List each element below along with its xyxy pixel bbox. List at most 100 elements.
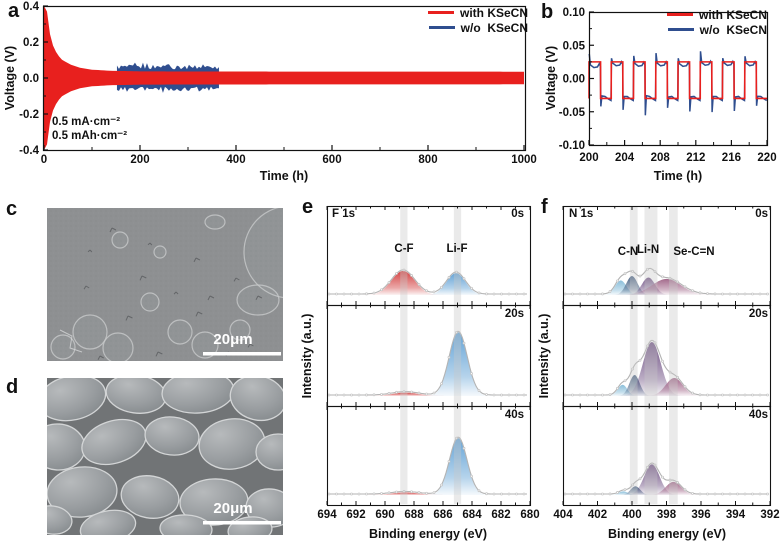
- data-marker: [631, 483, 634, 487]
- data-marker: [601, 292, 604, 296]
- data-marker: [500, 292, 503, 296]
- data-marker: [683, 285, 687, 289]
- data-marker: [485, 292, 488, 296]
- tick-label: 200: [579, 152, 598, 164]
- sem-grain: [255, 433, 283, 471]
- sem-crack: [147, 242, 153, 246]
- data-marker: [668, 370, 672, 374]
- data-marker: [440, 382, 443, 386]
- data-marker: [470, 474, 473, 478]
- component-peak-Li-N: [620, 464, 683, 495]
- data-marker: [728, 393, 732, 397]
- component-peak-Se-C=N: [642, 481, 705, 495]
- data-marker: [327, 393, 331, 397]
- data-marker: [455, 331, 458, 334]
- sem-grain: [167, 319, 193, 345]
- data-marker: [736, 292, 739, 296]
- data-marker: [432, 491, 436, 494]
- data-marker: [713, 393, 717, 397]
- series-with-ksecn: [588, 61, 767, 100]
- sem-grain: [144, 416, 200, 456]
- data-marker: [365, 492, 368, 496]
- data-marker: [676, 481, 679, 484]
- panel-a-plot: 0 200 400 600 800 1000 0.4 0.2 0.0 -0.2 -0.4: [19, 1, 537, 166]
- data-marker: [357, 393, 361, 397]
- data-marker: [342, 292, 346, 296]
- data-marker: [571, 292, 574, 296]
- data-marker: [425, 392, 428, 396]
- data-marker: [751, 292, 754, 296]
- data-marker: [492, 292, 496, 296]
- data-marker: [417, 283, 421, 286]
- data-marker: [743, 492, 747, 496]
- sem-crack: [83, 285, 90, 290]
- data-marker: [357, 292, 361, 296]
- data-marker: [623, 379, 627, 383]
- data-marker: [522, 492, 526, 496]
- data-marker: [616, 279, 619, 283]
- data-marker: [380, 288, 383, 292]
- tick-label: -0.05: [559, 107, 586, 119]
- sem-grain: [47, 505, 73, 535]
- data-marker: [387, 491, 391, 495]
- data-marker: [721, 492, 724, 496]
- data-marker: [766, 393, 769, 397]
- tick-label: 684: [462, 509, 482, 521]
- scale-bar: [203, 521, 281, 525]
- sem-grain-edge: [59, 329, 83, 353]
- data-marker: [623, 488, 627, 492]
- data-marker: [485, 492, 488, 496]
- data-marker: [563, 492, 567, 496]
- data-marker: [623, 272, 627, 276]
- data-marker: [593, 492, 597, 496]
- plot-frame: [326, 304, 532, 408]
- component-peak-C-F: [353, 392, 458, 396]
- sem-grain: [236, 284, 280, 316]
- tick-label: 0.0: [23, 73, 39, 85]
- data-marker: [477, 389, 481, 392]
- data-marker: [372, 393, 376, 397]
- data-marker: [492, 492, 496, 496]
- tick-label: 600: [322, 154, 341, 166]
- data-marker: [758, 393, 762, 397]
- tick-label: 394: [726, 509, 746, 521]
- sem-crack: [155, 351, 163, 357]
- sem-image-c: [47, 208, 283, 361]
- data-marker: [372, 291, 376, 295]
- data-marker: [751, 393, 754, 397]
- data-marker: [638, 477, 642, 481]
- data-marker: [571, 492, 574, 496]
- data-marker: [743, 393, 747, 397]
- envelope-line: [329, 436, 527, 495]
- data-marker: [440, 285, 443, 289]
- data-marker: [342, 492, 346, 496]
- data-marker: [646, 465, 649, 469]
- guide-bar: [400, 207, 408, 504]
- tick-label: 800: [418, 154, 437, 166]
- data-marker: [395, 272, 398, 275]
- panel-e-plot: 680 682 684 686 688 690 692 694: [317, 205, 540, 521]
- tick-label: 402: [588, 509, 607, 521]
- data-marker: [335, 393, 338, 397]
- data-marker: [470, 372, 473, 375]
- data-marker: [653, 341, 657, 345]
- data-marker: [342, 393, 346, 397]
- data-marker: [751, 492, 754, 496]
- data-marker: [758, 492, 762, 496]
- tick-label: 692: [346, 509, 365, 521]
- data-marker: [432, 391, 436, 395]
- data-marker: [698, 393, 702, 397]
- data-marker: [365, 292, 368, 296]
- tick-label: 682: [491, 509, 510, 521]
- data-marker: [608, 393, 612, 397]
- data-marker: [402, 268, 406, 272]
- data-marker: [616, 491, 619, 494]
- data-marker: [410, 390, 413, 394]
- envelope-line: [565, 339, 768, 396]
- data-marker: [402, 390, 406, 394]
- data-marker: [402, 490, 406, 493]
- data-marker: [380, 492, 383, 495]
- component-peak-C-F: [353, 492, 458, 495]
